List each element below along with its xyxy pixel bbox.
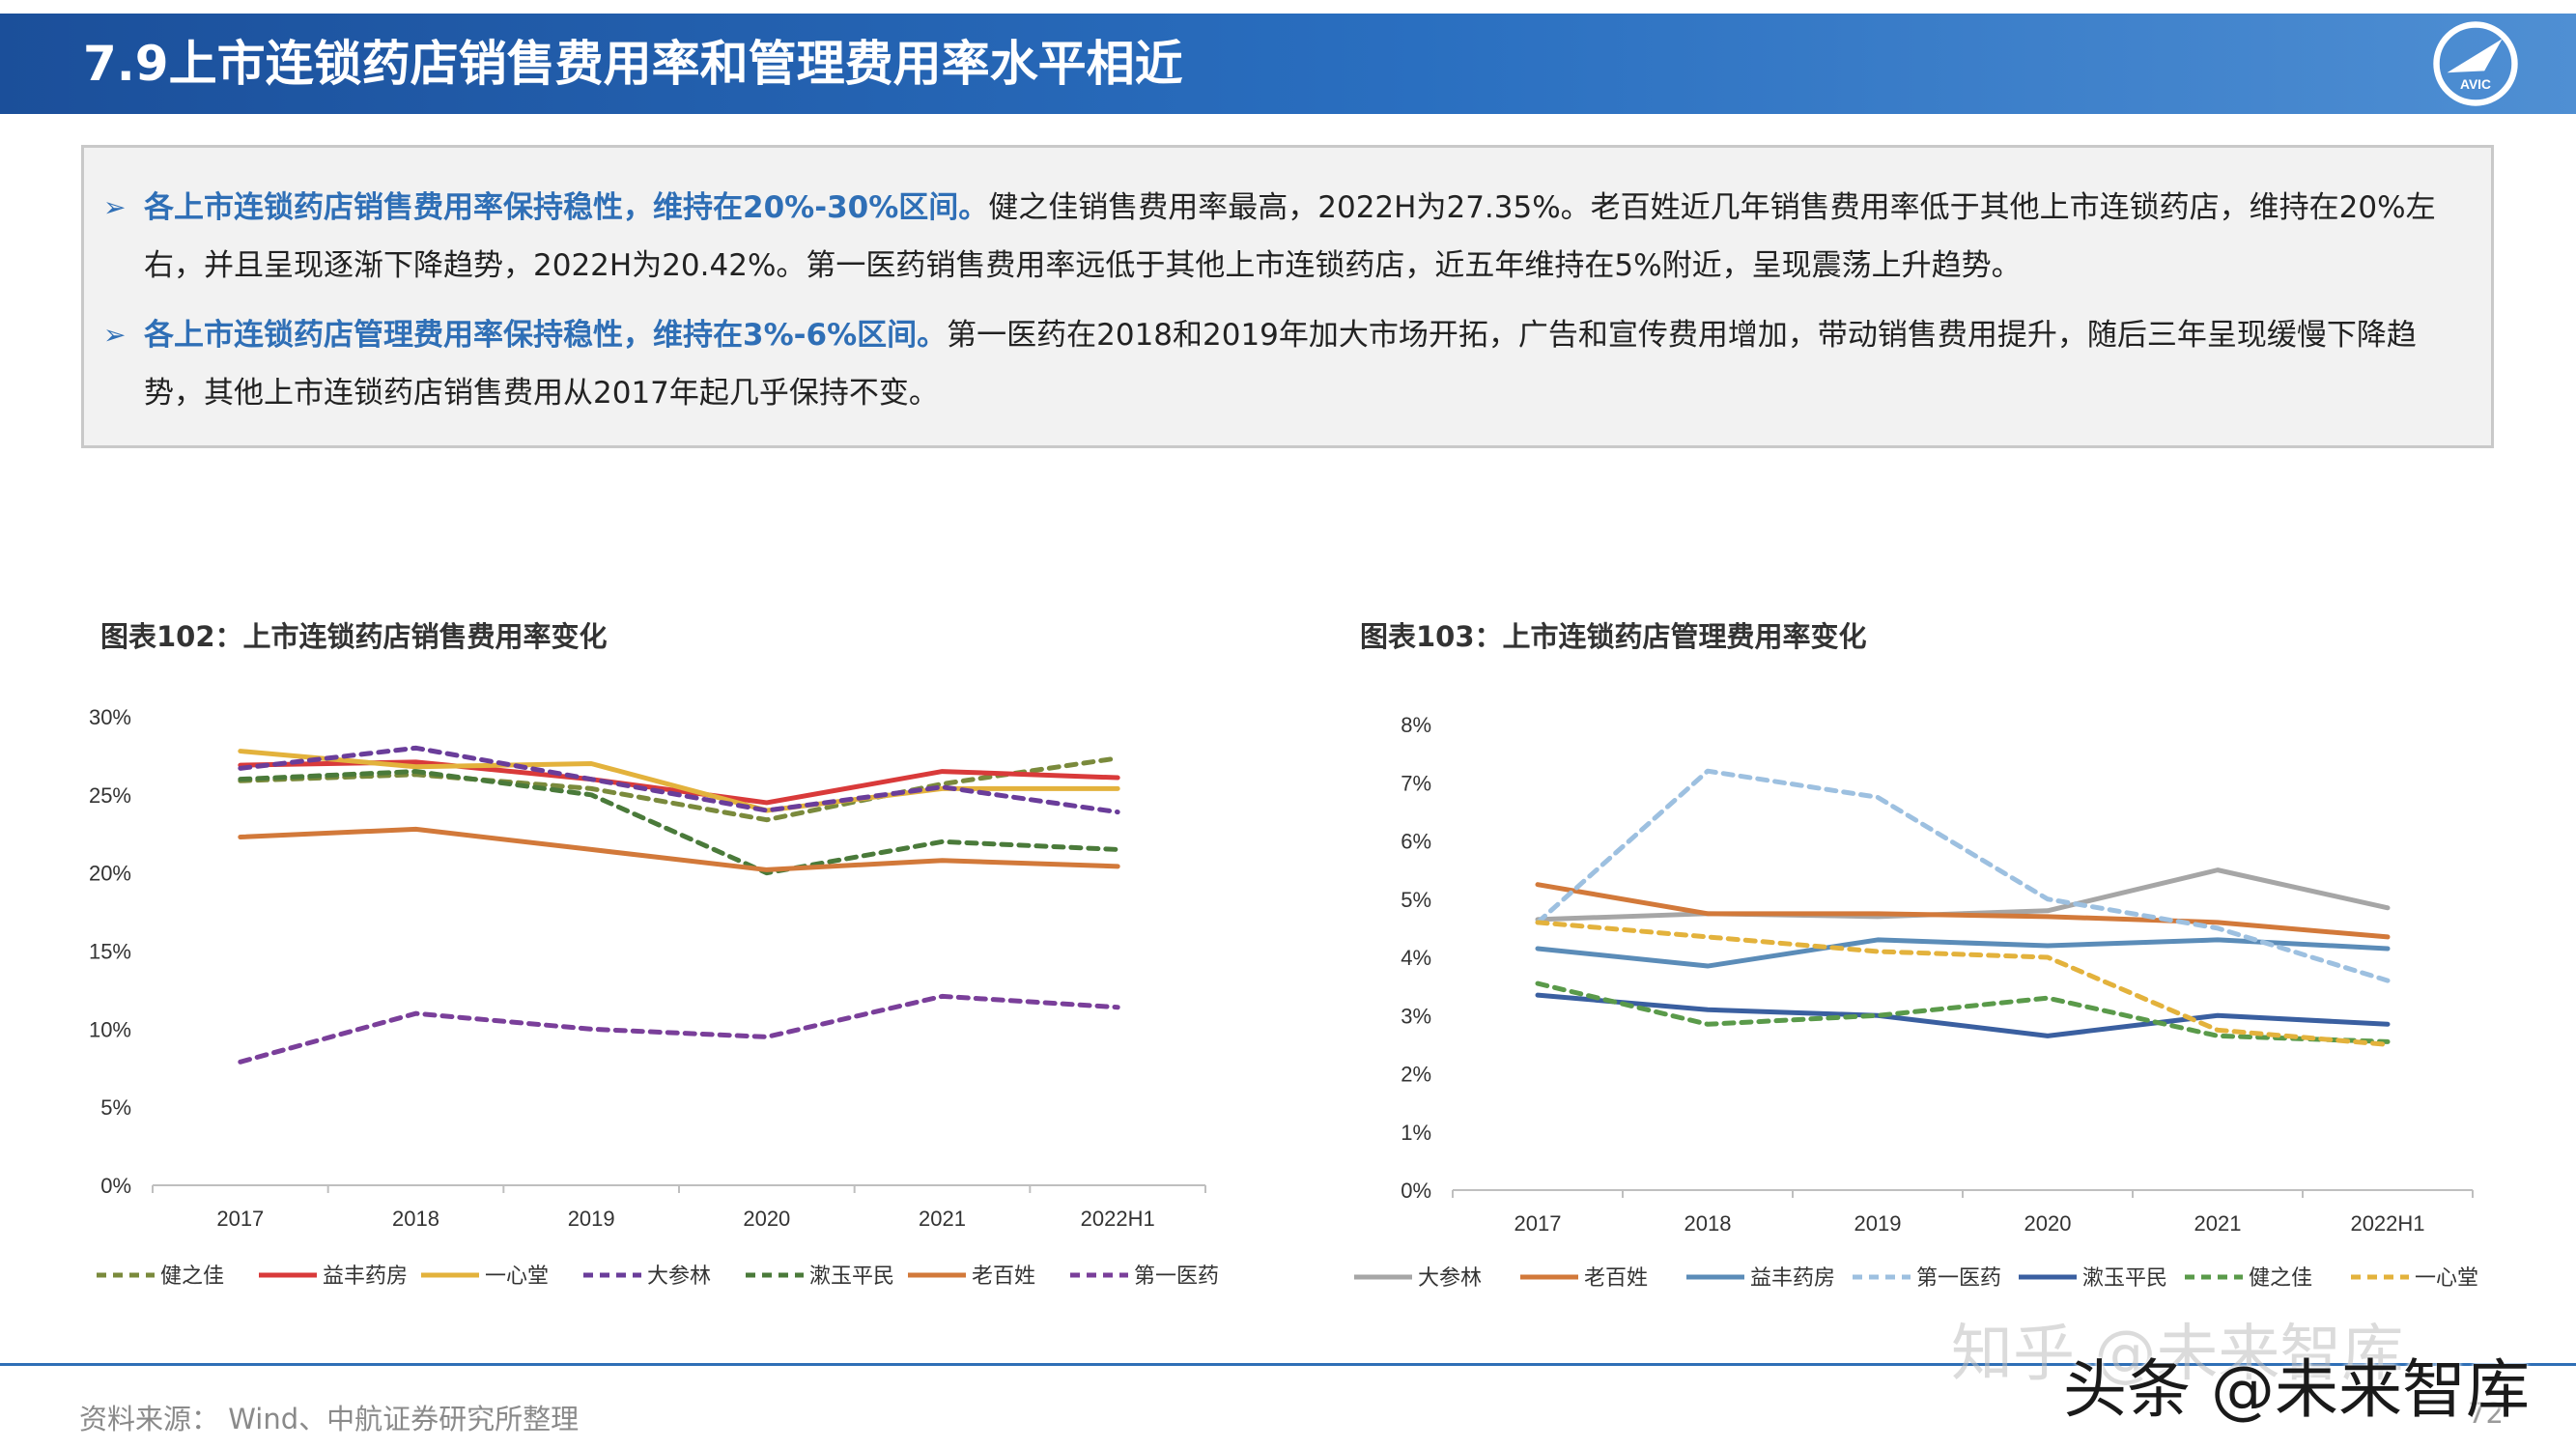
series-line-4 bbox=[1535, 992, 2391, 1038]
x-tick-label: 2020 bbox=[2024, 1211, 2072, 1236]
footer-divider bbox=[0, 1363, 2576, 1366]
y-tick-label: 7% bbox=[1401, 771, 1431, 795]
watermark-toutiao: 头条 @未来智库 bbox=[2063, 1352, 2530, 1427]
legend-label: 漱玉平民 bbox=[809, 1264, 894, 1288]
x-tick-label: 2017 bbox=[216, 1207, 264, 1231]
legend-label: 一心堂 bbox=[485, 1264, 549, 1288]
svg-text:AVIC: AVIC bbox=[2460, 77, 2491, 92]
series-line-2 bbox=[238, 749, 1120, 813]
series-line-0 bbox=[1535, 867, 2391, 923]
legend-label: 第一医药 bbox=[1916, 1265, 2001, 1290]
series-line-0 bbox=[238, 755, 1120, 823]
y-tick-label: 30% bbox=[89, 705, 131, 729]
header-bar: 7.9上市连锁药店销售费用率和管理费用率水平相近 AVIC bbox=[0, 14, 2576, 114]
y-tick-label: 6% bbox=[1401, 830, 1431, 854]
x-tick-label: 2017 bbox=[1514, 1211, 1562, 1236]
series-line-5 bbox=[238, 826, 1120, 872]
legend-label: 健之佳 bbox=[160, 1264, 224, 1288]
series-line-4 bbox=[238, 769, 1120, 876]
legend-label: 漱玉平民 bbox=[2082, 1265, 2167, 1290]
legend-label: 第一医药 bbox=[1134, 1264, 1219, 1288]
y-tick-label: 8% bbox=[1401, 713, 1431, 737]
y-tick-label: 2% bbox=[1401, 1063, 1431, 1087]
legend-label: 老百姓 bbox=[972, 1264, 1035, 1288]
source-note: 资料来源： Wind、中航证券研究所整理 bbox=[79, 1403, 580, 1435]
bullet-text: 第一医药在2018和2019年加大市场开拓，广告和宣传费用增加，带动销售费用提升… bbox=[144, 318, 2417, 411]
y-tick-label: 20% bbox=[89, 862, 131, 886]
series-line-5 bbox=[1535, 980, 2391, 1044]
x-tick-label: 2022H1 bbox=[2350, 1211, 2424, 1236]
x-tick-label: 2019 bbox=[1854, 1211, 1902, 1236]
y-tick-label: 15% bbox=[89, 940, 131, 964]
bullet-highlight: 各上市连锁药店管理费用率保持稳性，维持在3%-6%区间。 bbox=[144, 318, 948, 353]
series-line-3 bbox=[238, 745, 1120, 815]
y-tick-label: 5% bbox=[100, 1095, 131, 1120]
summary-bullet-1: ➢ 各上市连锁药店销售费用率保持稳性，维持在20%-30%区间。健之佳销售费用率… bbox=[103, 179, 2460, 295]
x-tick-label: 2018 bbox=[1684, 1211, 1732, 1236]
bullet-highlight: 各上市连锁药店销售费用率保持稳性，维持在20%-30%区间。 bbox=[144, 190, 989, 225]
page-number: 72 bbox=[2468, 1397, 2504, 1430]
y-tick-label: 5% bbox=[1401, 888, 1431, 912]
summary-bullet-2: ➢ 各上市连锁药店管理费用率保持稳性，维持在3%-6%区间。第一医药在2018和… bbox=[103, 306, 2460, 422]
legend-label: 大参林 bbox=[647, 1264, 711, 1288]
chart-title-admin: 图表103：上市连锁药店管理费用率变化 bbox=[1360, 620, 1867, 653]
x-tick-label: 2020 bbox=[743, 1207, 790, 1231]
legend-label: 大参林 bbox=[1418, 1265, 1482, 1290]
y-tick-label: 1% bbox=[1401, 1121, 1431, 1145]
page-title: 7.9上市连锁药店销售费用率和管理费用率水平相近 bbox=[83, 36, 1183, 92]
summary-box: ➢ 各上市连锁药店销售费用率保持稳性，维持在20%-30%区间。健之佳销售费用率… bbox=[81, 145, 2494, 448]
x-tick-label: 2022H1 bbox=[1081, 1207, 1155, 1231]
legend-label: 益丰药房 bbox=[1750, 1265, 1835, 1290]
x-tick-label: 2019 bbox=[568, 1207, 615, 1231]
series-line-3 bbox=[1535, 768, 2391, 983]
series-line-2 bbox=[1535, 937, 2391, 969]
bullet-text: 健之佳销售费用率最高，2022H为27.35%。老百姓近几年销售费用率低于其他上… bbox=[144, 190, 2436, 283]
x-tick-label: 2021 bbox=[919, 1207, 966, 1231]
chart-title-sales: 图表102：上市连锁药店销售费用率变化 bbox=[100, 620, 608, 653]
legend-label: 老百姓 bbox=[1584, 1265, 1648, 1290]
y-tick-label: 10% bbox=[89, 1017, 131, 1041]
legend-label: 一心堂 bbox=[2415, 1265, 2478, 1290]
legend-label: 益丰药房 bbox=[323, 1264, 408, 1288]
y-tick-label: 0% bbox=[1401, 1179, 1431, 1203]
y-tick-label: 4% bbox=[1401, 946, 1431, 970]
y-tick-label: 25% bbox=[89, 783, 131, 808]
arrow-bullet-icon: ➢ bbox=[103, 191, 127, 223]
y-tick-label: 3% bbox=[1401, 1004, 1431, 1028]
x-tick-label: 2021 bbox=[2194, 1211, 2242, 1236]
series-line-6 bbox=[238, 993, 1120, 1065]
sales-expense-ratio-chart: 0% 5% 10% 15% 20% 25% 30% 2017 2018 2019 2020 2021 2… bbox=[89, 705, 1219, 1288]
legend-label: 健之佳 bbox=[2249, 1265, 2312, 1290]
x-tick-label: 2018 bbox=[392, 1207, 439, 1231]
arrow-bullet-icon: ➢ bbox=[103, 319, 127, 351]
avic-logo-icon: AVIC bbox=[2433, 21, 2518, 106]
series-line-1 bbox=[1535, 882, 2391, 940]
y-tick-label: 0% bbox=[100, 1174, 131, 1198]
series-line-6 bbox=[1535, 920, 2391, 1047]
admin-expense-ratio-chart: 0% 1% 2% 3% 4% 5% 6% 7% 8% 2017 2018 2019 2020 2021 20… bbox=[1354, 713, 2478, 1290]
watermark-zhihu: 知乎 @未来智库 bbox=[1951, 1319, 2404, 1390]
